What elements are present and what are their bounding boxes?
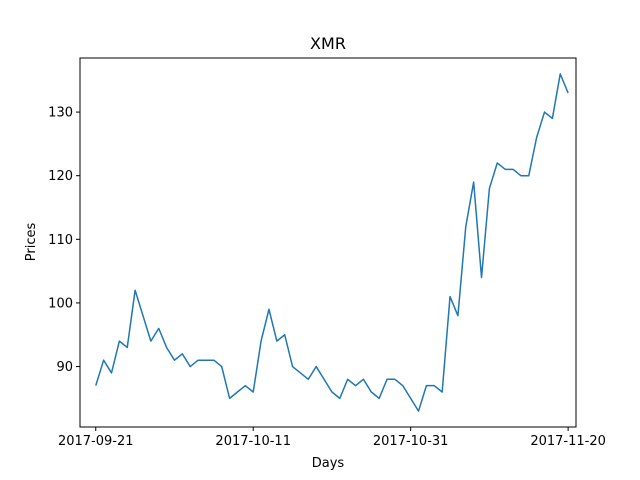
plot-background (80, 58, 576, 427)
y-tick-label: 90 (56, 360, 73, 375)
plot-frame (79, 57, 577, 428)
y-tick-label: 100 (48, 296, 73, 311)
x-tick-label: 2017-10-11 (215, 434, 291, 449)
x-tick-label: 2017-09-21 (58, 434, 134, 449)
chart-title: XMR (310, 34, 346, 53)
x-tick-label: 2017-10-31 (373, 434, 449, 449)
y-axis-ticks: 90 100 110 120 130 (48, 106, 80, 375)
plot-area (80, 58, 576, 427)
x-tick-label: 2017-11-20 (530, 434, 606, 449)
y-tick-label: 130 (48, 106, 73, 121)
y-axis-label: Prices (24, 223, 39, 262)
x-axis-label: Days (312, 456, 345, 471)
y-tick-label: 120 (48, 169, 73, 184)
data-points (95, 73, 569, 412)
y-tick-label: 110 (48, 233, 73, 248)
x-axis-ticks: 2017-09-21 2017-10-11 2017-10-31 2017-11-20 (58, 427, 606, 449)
